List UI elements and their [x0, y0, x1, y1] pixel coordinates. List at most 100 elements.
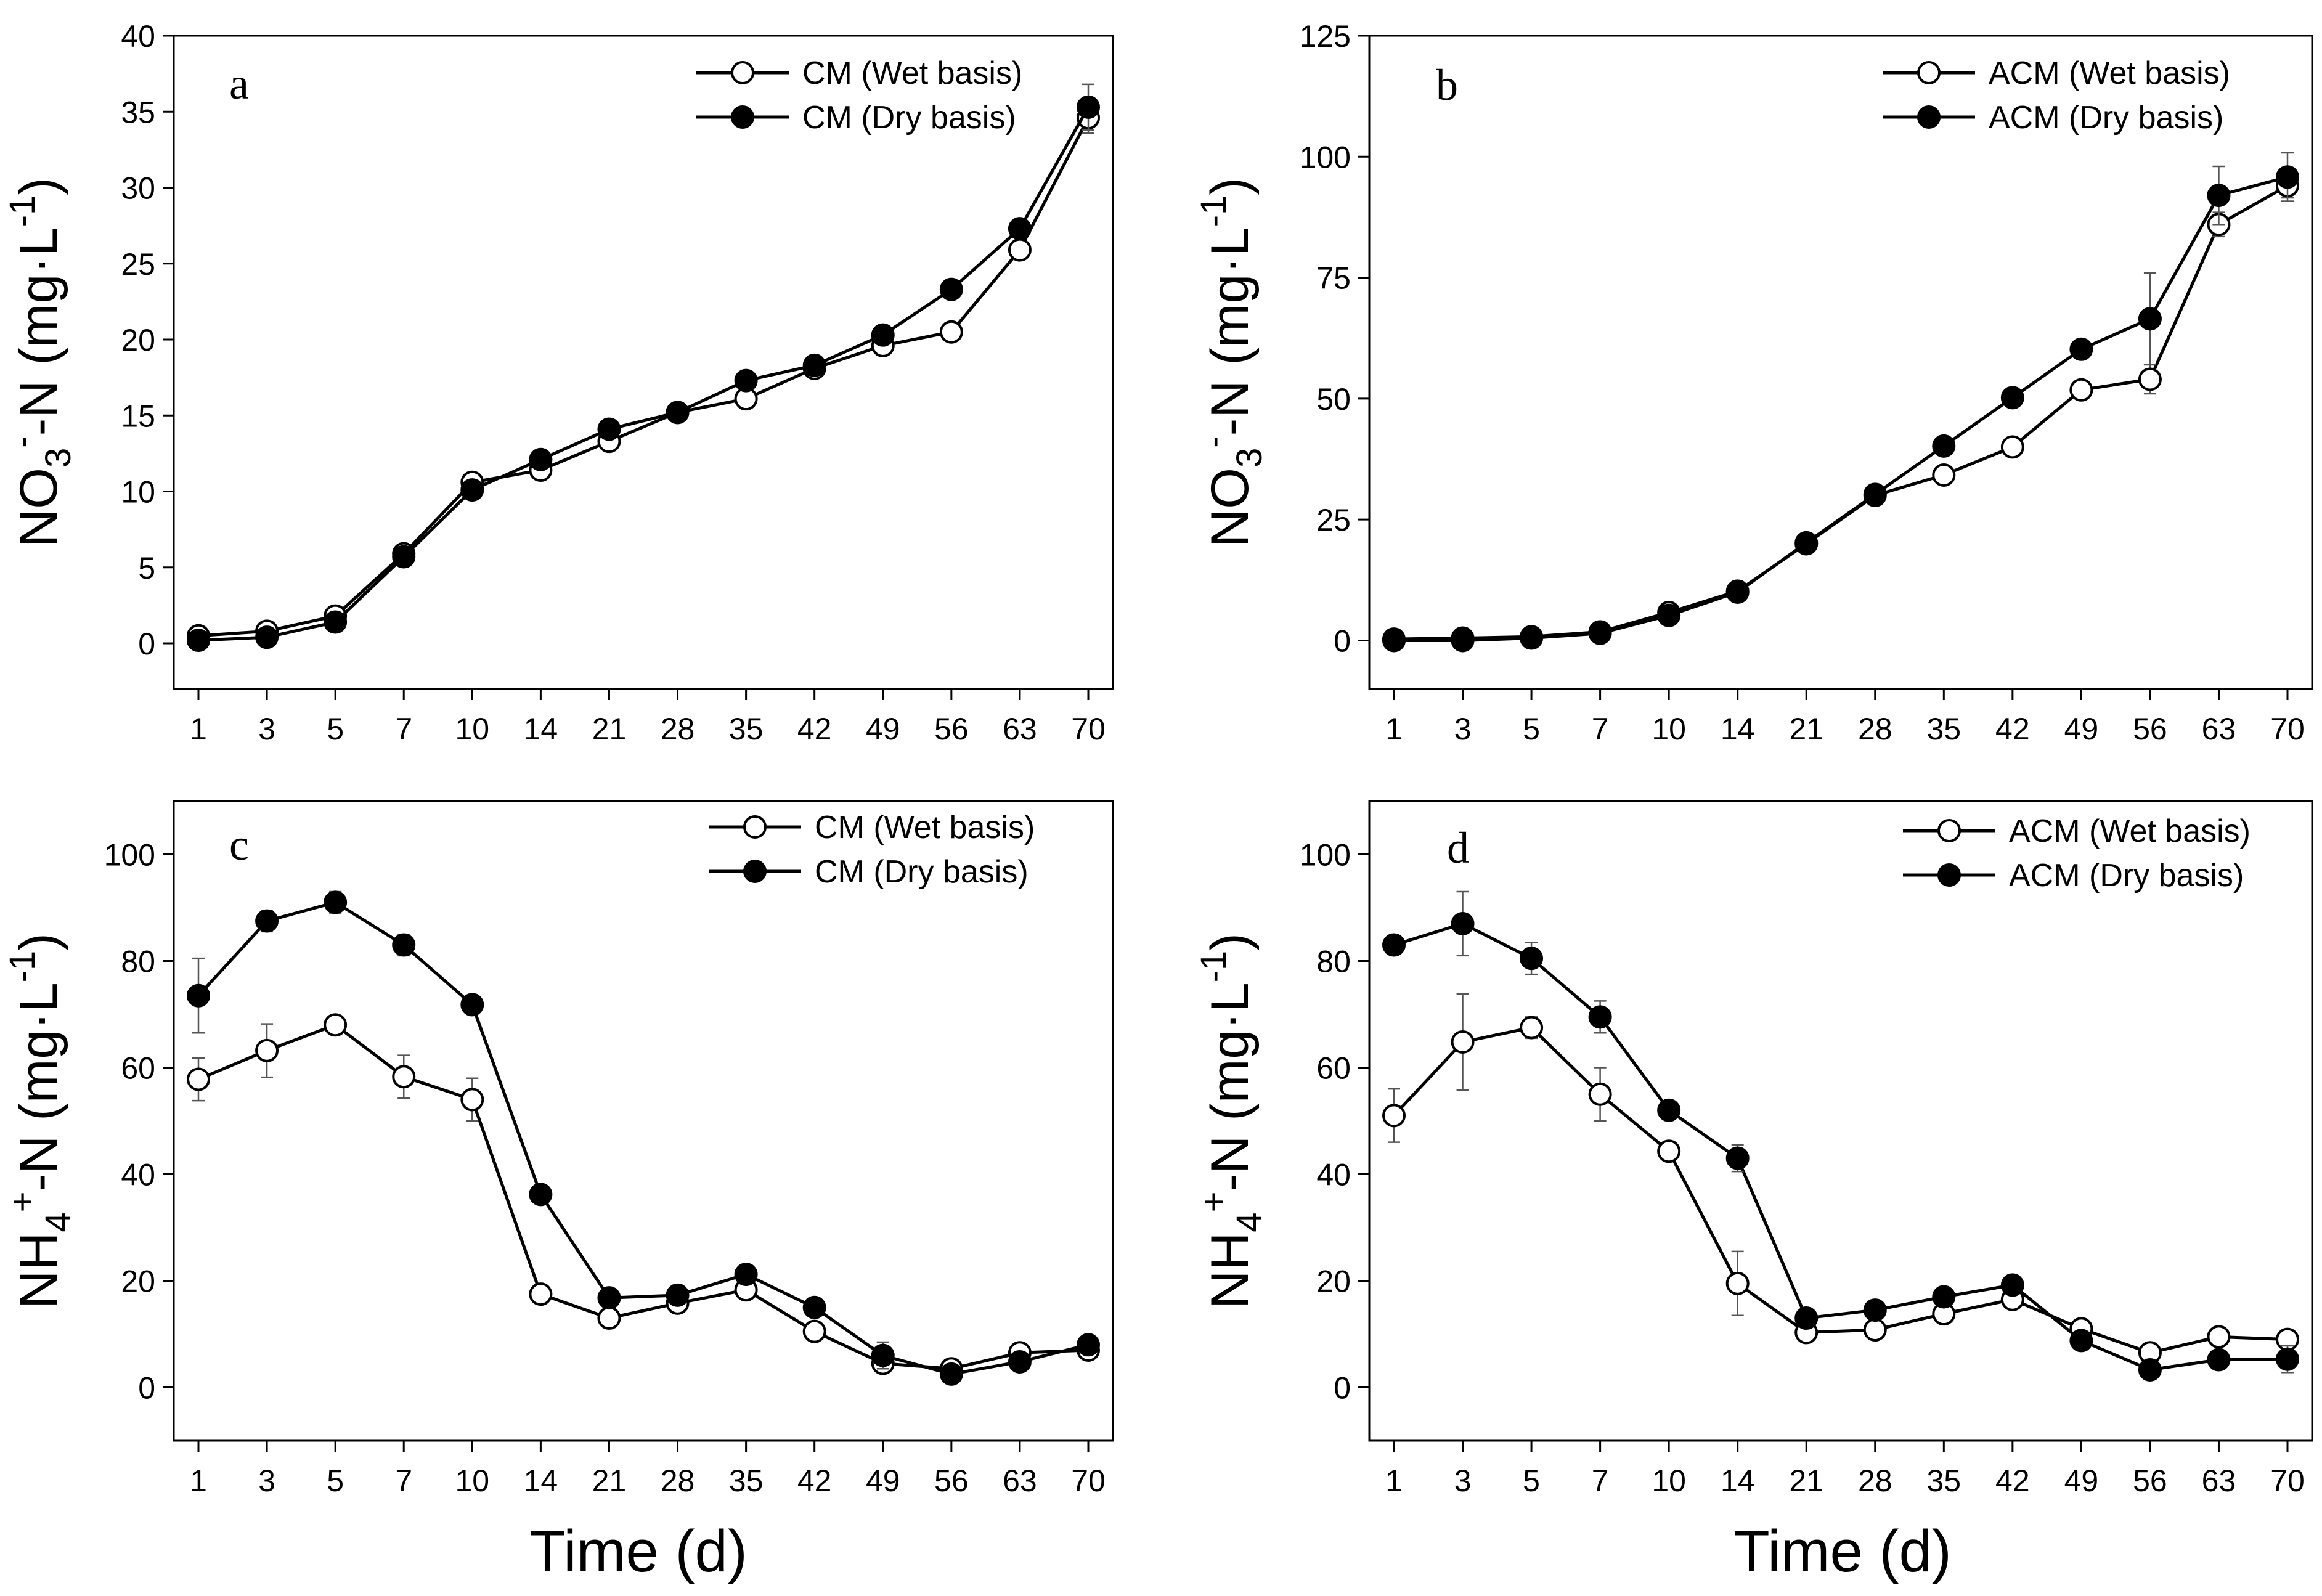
data-point [1863, 1318, 1887, 1342]
data-point [1657, 603, 1681, 627]
series-line [1393, 922, 2288, 1372]
data-point [1657, 1098, 1681, 1122]
data-point [1520, 626, 1544, 650]
data-point [802, 353, 826, 377]
panel-letter: c [229, 820, 249, 869]
series-dry [187, 890, 1100, 1386]
legend-entry: ACM (Dry basis) [1903, 858, 2244, 894]
x-tick-label: 49 [866, 1464, 900, 1498]
x-tick-label: 35 [729, 1464, 764, 1498]
data-point [1794, 531, 1819, 555]
x-tick-label: 1 [1385, 1464, 1403, 1498]
y-axis-title: NH4+-N (mg·L-1) [2, 933, 78, 1309]
y-tick-label: 50 [1316, 382, 1351, 417]
x-tick-label: 21 [1789, 712, 1823, 746]
legend-marker [1917, 61, 1941, 84]
x-tick-label: 35 [1926, 1464, 1961, 1498]
x-tick-label: 1 [190, 712, 207, 746]
x-tick-label: 35 [1926, 712, 1961, 746]
data-point [597, 417, 621, 441]
legend-entry: CM (Wet basis) [709, 810, 1035, 845]
series-wet [1382, 173, 2299, 651]
data-point [392, 933, 416, 957]
data-point [2069, 1329, 2093, 1353]
y-tick-label: 0 [138, 1371, 155, 1406]
series-line [198, 1023, 1089, 1370]
data-point [1657, 1139, 1681, 1163]
y-tick-label: 40 [121, 19, 155, 54]
y-tick-label: 100 [1300, 140, 1351, 174]
series-wet [187, 1013, 1100, 1381]
x-axis-title-left: Time (d) [529, 1518, 748, 1584]
data-point [2207, 184, 2231, 208]
x-tick-label: 5 [327, 712, 344, 746]
data-point [529, 1183, 553, 1207]
x-tick-label: 49 [2064, 1464, 2099, 1498]
data-point [734, 368, 758, 393]
y-tick-label: 80 [121, 945, 155, 979]
x-tick-label: 70 [2270, 1464, 2305, 1498]
legend-marker [1917, 105, 1941, 129]
data-point [871, 323, 895, 347]
legend-label: ACM (Dry basis) [1989, 100, 2223, 136]
y-tick-label: 0 [138, 627, 155, 661]
data-point [255, 909, 279, 933]
y-tick-label: 100 [1300, 838, 1351, 873]
x-tick-label: 28 [1858, 712, 1892, 746]
series-wet [187, 102, 1100, 648]
series-dry [1382, 890, 2299, 1382]
y-axis-title: NO3--N (mg·L-1) [2, 177, 78, 547]
x-tick-label: 56 [2133, 712, 2167, 746]
panel-letter: a [229, 59, 249, 108]
data-point [1382, 933, 1406, 957]
panel-letter: d [1447, 823, 1469, 873]
data-point [529, 447, 553, 471]
series-dry [187, 83, 1100, 653]
y-tick-label: 60 [121, 1051, 155, 1086]
series-line [198, 106, 1090, 642]
legend-entry: ACM (Wet basis) [1903, 813, 2251, 849]
data-point [1382, 1104, 1406, 1128]
data-point [392, 1065, 416, 1089]
x-tick-label: 14 [1721, 712, 1755, 746]
legend-label: ACM (Dry basis) [2009, 858, 2244, 894]
x-tick-label: 56 [934, 1464, 969, 1498]
y-axis-title: NH4+-N (mg·L-1) [1194, 933, 1269, 1309]
data-point [187, 629, 210, 653]
x-tick-label: 35 [729, 712, 764, 746]
legend-label: CM (Wet basis) [802, 55, 1022, 91]
data-point [1520, 1016, 1544, 1040]
legend-marker [1937, 863, 1961, 887]
series-line [1393, 184, 2289, 641]
x-tick-label: 14 [524, 712, 558, 746]
x-tick-label: 3 [1454, 712, 1472, 746]
data-point [1451, 629, 1475, 653]
data-point [1932, 463, 1956, 487]
data-point [2138, 1358, 2162, 1382]
data-point [939, 277, 963, 301]
y-tick-label: 100 [104, 838, 155, 873]
x-tick-label: 10 [1652, 712, 1686, 746]
data-point [666, 1283, 690, 1307]
x-tick-label: 42 [1995, 1464, 2030, 1498]
x-tick-label: 70 [1071, 712, 1106, 746]
data-point [255, 1038, 279, 1062]
x-tick-label: 42 [797, 712, 832, 746]
data-point [939, 1362, 963, 1386]
x-tick-label: 21 [592, 1464, 627, 1498]
data-point [1932, 1285, 1956, 1309]
data-point [1451, 911, 1475, 935]
plot-frame [173, 35, 1114, 690]
data-point [2207, 1348, 2231, 1372]
series-line [198, 116, 1090, 638]
y-tick-label: 25 [1316, 503, 1351, 537]
series-dry [1382, 152, 2299, 653]
data-point [529, 1282, 553, 1306]
data-point [1863, 482, 1887, 507]
y-tick-label: 80 [1316, 945, 1351, 979]
legend-entry: ACM (Wet basis) [1883, 55, 2230, 91]
data-point [2069, 378, 2093, 402]
x-tick-label: 21 [592, 712, 627, 746]
